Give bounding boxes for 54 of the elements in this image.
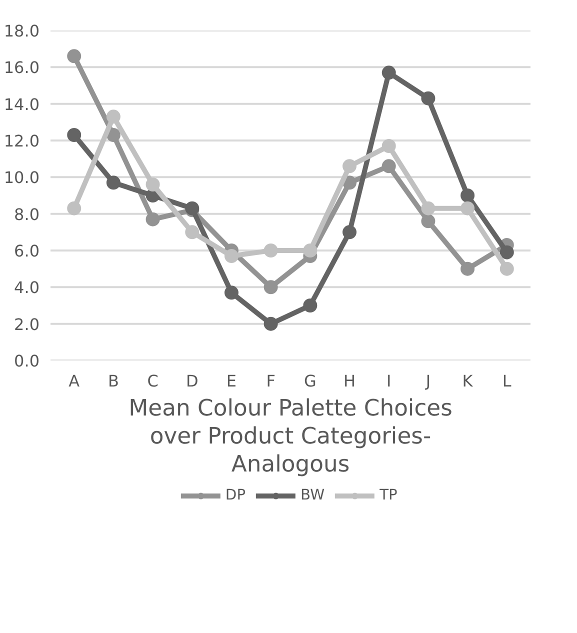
point [224, 249, 238, 263]
point [382, 66, 396, 80]
y-tick-label: 10.0 [4, 168, 40, 188]
point [303, 244, 318, 258]
x-tick-label: J [424, 372, 431, 390]
legend-label: BW [300, 486, 325, 504]
y-tick-label: 12.0 [4, 132, 40, 150]
y-tick-label: 4.0 [14, 278, 40, 298]
legend-label: TP [380, 486, 398, 504]
point [421, 91, 436, 106]
x-tick-label: G [304, 372, 316, 390]
point [264, 316, 278, 331]
x-tick-label: A [68, 372, 80, 390]
x-tick-label: I [386, 372, 392, 390]
point [67, 201, 82, 216]
point [146, 178, 160, 192]
point [382, 159, 396, 174]
point [421, 201, 436, 216]
x-tick-label: E [226, 372, 237, 390]
point [460, 188, 475, 202]
point [303, 298, 318, 312]
x-tick-label: K [462, 372, 474, 390]
x-tick-label: H [344, 372, 356, 390]
x-tick-label: D [186, 372, 198, 390]
point [421, 214, 436, 228]
point [460, 262, 475, 276]
point [106, 110, 120, 124]
point [264, 280, 278, 294]
y-tick-label: 6.0 [14, 242, 40, 260]
text: Mean Colour Palette Choices over Product Categories-Analogous [128, 396, 452, 478]
x-tick-label: F [266, 372, 276, 390]
point [185, 225, 200, 240]
point [500, 262, 514, 276]
x-tick-label: L [502, 372, 512, 390]
y-tick-label: 0.0 [14, 352, 40, 370]
point [382, 139, 396, 153]
point [500, 245, 514, 260]
y-tick-label: 16.0 [4, 58, 40, 78]
y-tick-label: 18.0 [4, 22, 40, 40]
y-tick-label: 14.0 [4, 94, 40, 114]
y-tick-label: 2.0 [14, 314, 40, 334]
point [67, 49, 82, 64]
point [342, 159, 357, 174]
point [106, 176, 120, 190]
x-tick-label: B [108, 372, 119, 390]
point [342, 225, 357, 240]
point [67, 128, 82, 142]
x-tick-label: C [147, 372, 158, 390]
y-tick-label: 8.0 [14, 204, 40, 224]
point [460, 201, 475, 216]
point [224, 286, 238, 300]
point [146, 212, 160, 226]
point [264, 244, 278, 258]
legend-label: DP [225, 486, 246, 504]
